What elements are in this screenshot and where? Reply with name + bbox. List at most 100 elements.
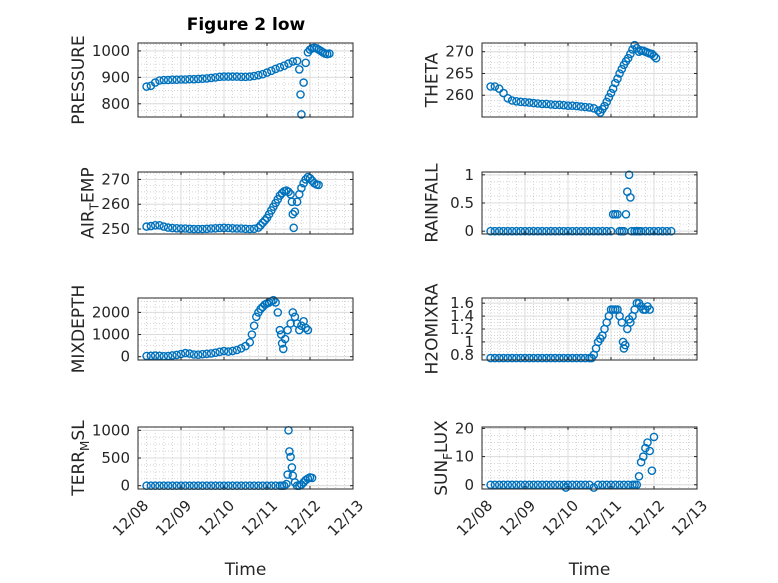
data-point	[516, 97, 526, 107]
data-point	[641, 226, 650, 236]
data-point	[516, 226, 526, 236]
data-point	[593, 226, 603, 236]
data-point	[606, 88, 616, 98]
data-point	[533, 99, 543, 108]
data-point	[525, 353, 534, 363]
data-point	[593, 106, 603, 115]
data-point	[512, 226, 521, 236]
y-tick-label: 1	[464, 166, 474, 184]
y-axis-label: THETA	[423, 52, 443, 108]
data-point	[550, 100, 560, 110]
data-point	[533, 353, 543, 363]
data-point	[279, 61, 289, 70]
data-point	[626, 49, 635, 59]
data-point	[292, 197, 302, 207]
data-point	[624, 170, 634, 180]
data-point	[507, 480, 517, 490]
data-point	[232, 224, 242, 233]
data-point	[529, 98, 538, 108]
data-point	[546, 353, 556, 363]
data-point	[602, 226, 612, 236]
data-point	[576, 480, 586, 490]
data-point	[301, 58, 311, 68]
subplot-7: 0 500 1000 12/08 12/09 12/10 12/11 12/12 12/13 Ti…	[69, 420, 367, 580]
data-point	[555, 100, 564, 110]
y-tick-label: 0	[464, 476, 474, 494]
data-point	[269, 295, 278, 305]
y-tick-label: 1.4	[450, 307, 474, 325]
data-point	[559, 100, 569, 110]
data-point	[580, 353, 590, 363]
y-tick-label: 1000	[92, 421, 130, 439]
data-point	[168, 351, 177, 360]
data-point	[150, 78, 160, 87]
x-tick-label: 12/08	[109, 497, 152, 540]
data-point	[520, 97, 530, 107]
data-point	[645, 305, 655, 314]
y-axis-label: AIRTEMP	[79, 167, 102, 238]
data-point	[598, 226, 607, 236]
data-point	[251, 312, 261, 322]
data-point	[275, 191, 285, 200]
data-point	[503, 480, 513, 490]
data-point	[215, 223, 224, 233]
data-point	[555, 226, 564, 236]
data-point	[286, 319, 295, 328]
data-point	[537, 353, 547, 363]
y-tick-label: 250	[101, 220, 130, 238]
data-point	[150, 220, 160, 230]
data-point	[206, 73, 216, 83]
data-point	[537, 480, 547, 490]
data-point	[185, 74, 194, 84]
y-tick-label: 10	[455, 448, 474, 466]
data-point	[662, 226, 672, 236]
data-point	[198, 74, 207, 83]
x-axis-label: Time	[224, 560, 267, 580]
data-point	[271, 298, 280, 307]
data-point	[206, 349, 216, 358]
data-point	[576, 102, 586, 111]
data-point	[198, 349, 207, 359]
data-point	[580, 480, 590, 490]
data-point	[163, 75, 173, 85]
data-point	[285, 447, 294, 456]
y-tick-label: 270	[101, 170, 130, 188]
data-point	[636, 226, 646, 236]
data-point	[297, 321, 306, 331]
data-point	[254, 70, 263, 80]
y-tick-label: 265	[445, 64, 474, 82]
data-point	[278, 344, 288, 354]
data-point	[490, 480, 500, 490]
data-point	[307, 473, 317, 483]
data-point	[271, 64, 280, 74]
y-tick-label: 1	[464, 333, 474, 351]
y-tick-label: 0.8	[450, 346, 474, 364]
data-point	[260, 216, 270, 225]
data-point	[155, 220, 164, 230]
data-point	[280, 334, 290, 344]
data-point	[529, 480, 538, 490]
data-point	[249, 71, 259, 81]
data-point	[172, 350, 181, 360]
data-point	[615, 480, 624, 490]
data-point	[286, 452, 295, 462]
data-point	[163, 223, 173, 232]
data-point	[289, 223, 299, 233]
data-point	[275, 63, 285, 72]
data-point	[632, 480, 642, 490]
data-point	[215, 72, 224, 82]
data-point	[202, 74, 212, 83]
data-point	[297, 183, 306, 193]
data-point	[176, 75, 186, 84]
data-point	[294, 65, 304, 74]
y-tick-label: 2000	[92, 303, 130, 321]
data-point	[559, 226, 569, 236]
data-point	[258, 218, 268, 228]
data-point	[146, 351, 156, 361]
y-axis-label: MIXDEPTH	[69, 285, 89, 374]
data-point	[258, 69, 268, 79]
data-point	[520, 353, 530, 363]
data-point	[282, 479, 291, 489]
